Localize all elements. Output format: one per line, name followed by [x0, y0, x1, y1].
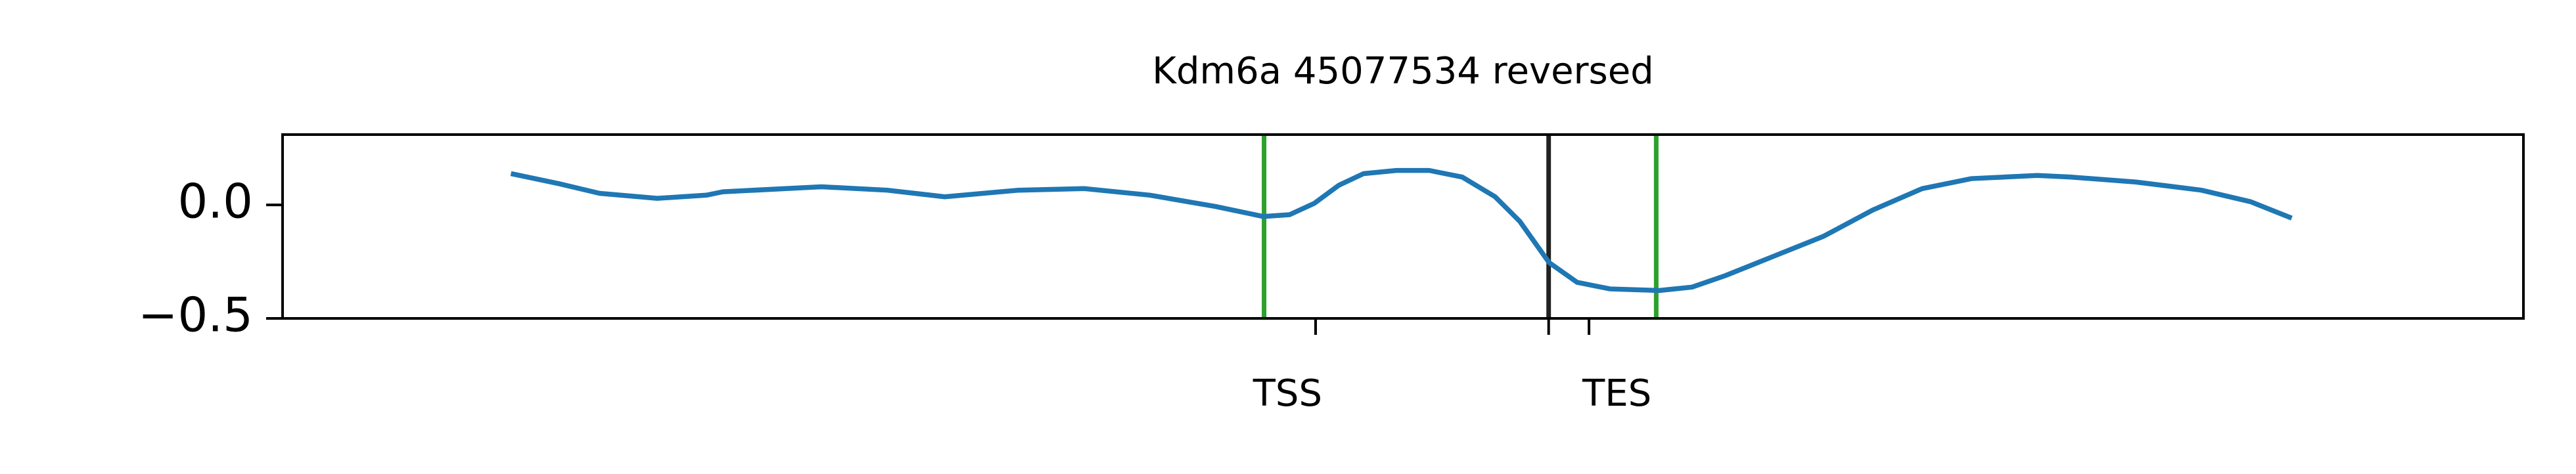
y-tick-label: −0.5	[138, 288, 253, 343]
plot-frame	[281, 133, 2525, 320]
chart-title: Kdm6a 45077534 reversed	[1152, 50, 1653, 93]
x-tick-label: TSS	[1253, 372, 1322, 415]
x-tick-label: TES	[1582, 372, 1651, 415]
y-tick-label: 0.0	[177, 174, 253, 229]
data-line	[510, 167, 2293, 293]
